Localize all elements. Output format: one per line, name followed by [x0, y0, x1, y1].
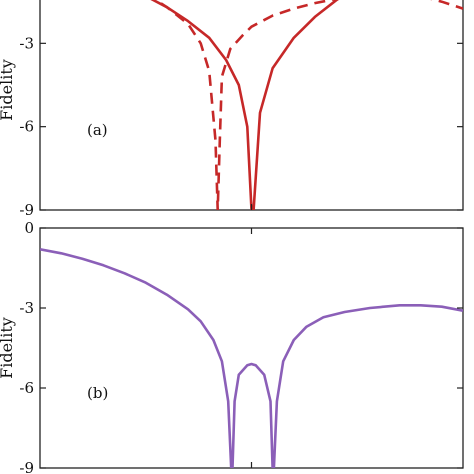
panel-a-y-tick-label: -9	[19, 201, 34, 219]
panel-a-series-solid-line	[150, 0, 339, 210]
panel-a-label: (a)	[87, 121, 108, 139]
panel-b-label: (b)	[87, 384, 108, 402]
panel-a-series-dashed-line	[153, 0, 463, 210]
panel-a-y-tick-label: -3	[19, 34, 34, 52]
panel-a-y-axis-label: Fidelity	[0, 59, 16, 121]
panel-b-y-tick-label: -3	[19, 299, 34, 317]
panel-b-y-tick-label: 0	[24, 219, 34, 237]
panel-b-y-tick-label: -6	[19, 379, 34, 397]
panel-b-y-axis-label: Fidelity	[0, 317, 16, 379]
panel-b: 0 -3 -6 -9 Fidelity (b)	[0, 219, 464, 474]
panel-a: -3 -6 -9 Fidelity (a)	[0, 0, 464, 219]
panel-b-y-tick-label: -9	[19, 459, 34, 474]
panel-b-series-solid-line	[40, 248, 463, 468]
panel-a-y-tick-label: -6	[19, 118, 34, 136]
panel-a-axis-frame	[39, 0, 464, 211]
